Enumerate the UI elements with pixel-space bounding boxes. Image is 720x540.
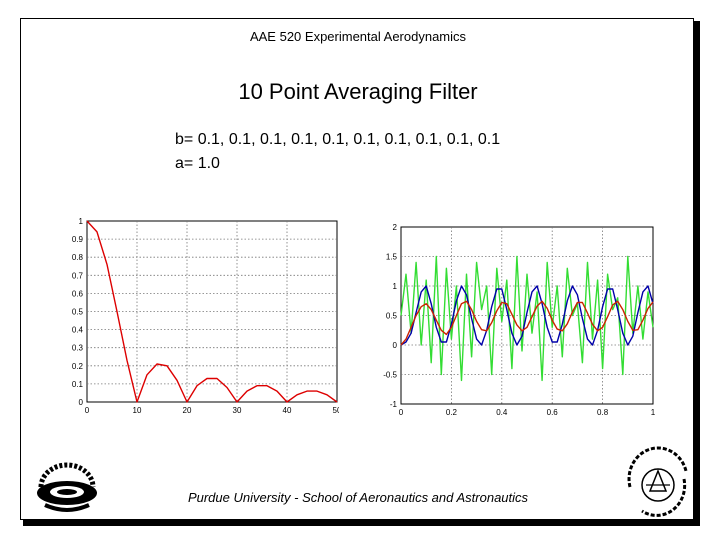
y-tick-label: 0.5 <box>386 312 398 321</box>
course-title: AAE 520 Experimental Aerodynamics <box>249 29 467 44</box>
y-tick-label: 0.1 <box>72 380 84 389</box>
plot-area <box>86 220 338 403</box>
y-tick-label: 1.5 <box>386 253 398 262</box>
x-tick-label: 30 <box>233 406 242 415</box>
series-line-1 <box>400 255 654 382</box>
y-tick-label: -1 <box>390 400 398 409</box>
slide: AAE 520 Experimental Aerodynamics 10 Poi… <box>20 18 694 520</box>
series-line-1 <box>86 220 338 403</box>
x-tick-label: 1 <box>651 408 656 417</box>
time-signal-chart: 0 0.2 0.4 0.6 0.8 1 -1 -0.5 0 0.5 1 1.5 2 <box>383 223 656 417</box>
y-tick-label: 0 <box>79 398 84 407</box>
y-tick-label: 0.4 <box>72 326 84 335</box>
x-tick-label: 10 <box>133 406 142 415</box>
x-tick-label: 0.4 <box>496 408 508 417</box>
y-tick-label: 0.9 <box>72 235 84 244</box>
footer-text: Purdue University - School of Aeronautic… <box>187 490 529 505</box>
x-tick-label: 40 <box>283 406 292 415</box>
frequency-response-chart: 0 10 20 30 40 50 0 0.1 0.2 0.3 0.4 0.5 0.6 0.7 0.8 0.9 1 <box>72 217 339 415</box>
left-logo <box>37 462 97 512</box>
right-logo <box>627 446 688 517</box>
series-line-3 <box>400 300 654 346</box>
a-coefficient: a= 1.0 <box>175 155 220 172</box>
slide-title: 10 Point Averaging Filter <box>238 79 478 104</box>
y-tick-label: 0.2 <box>72 362 84 371</box>
y-tick-label: -0.5 <box>383 371 397 380</box>
y-tick-label: 0.6 <box>72 289 84 298</box>
x-tick-label: 0 <box>399 408 404 417</box>
x-tick-label: 50 <box>333 406 339 415</box>
y-tick-label: 1 <box>393 282 398 291</box>
x-tick-label: 0.2 <box>446 408 458 417</box>
y-tick-label: 0.5 <box>72 308 84 317</box>
y-tick-label: 2 <box>393 223 398 232</box>
y-tick-label: 0.3 <box>72 344 84 353</box>
x-tick-label: 0 <box>85 406 90 415</box>
series-line-2 <box>400 285 654 346</box>
x-tick-label: 0.8 <box>597 408 609 417</box>
y-tick-label: 0.7 <box>72 271 84 280</box>
y-tick-label: 0 <box>393 341 398 350</box>
y-tick-label: 0.8 <box>72 253 84 262</box>
b-coefficients: b= 0.1, 0.1, 0.1, 0.1, 0.1, 0.1, 0.1, 0.… <box>175 131 501 148</box>
x-tick-label: 0.6 <box>547 408 559 417</box>
x-tick-label: 20 <box>183 406 192 415</box>
y-tick-label: 1 <box>79 217 84 226</box>
